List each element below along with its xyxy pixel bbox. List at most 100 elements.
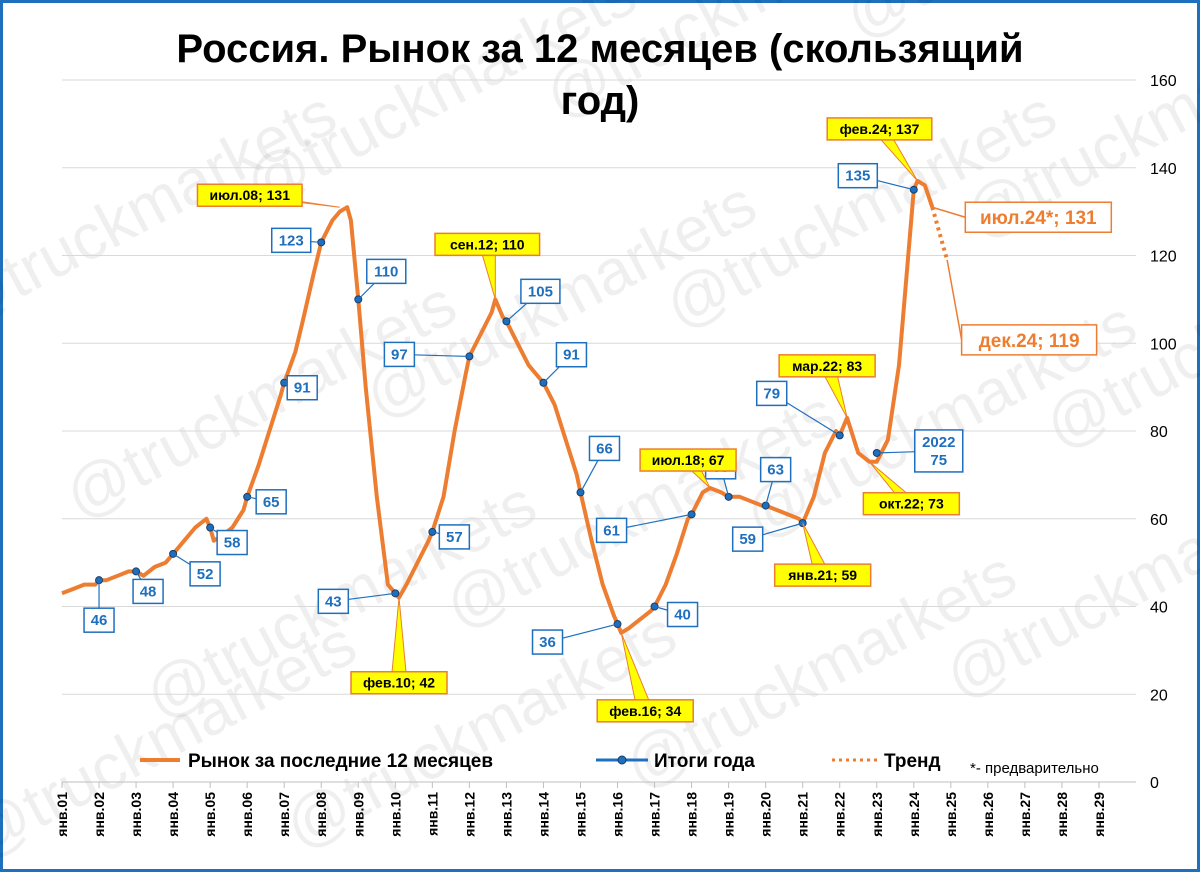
x-tick-label: янв.25 <box>943 792 959 837</box>
blue-label-text: 48 <box>140 583 157 600</box>
title-line: Россия. Рынок за 12 месяцев (скользящий <box>176 27 1023 71</box>
annotation-layer: 4648525865911231104357971059166364061656… <box>83 117 1113 723</box>
blue-label-text: 57 <box>446 529 463 546</box>
blue-label-text: 46 <box>91 612 108 629</box>
y-tick-label: 140 <box>1150 161 1177 178</box>
blue-label-box <box>837 162 879 189</box>
x-tick-label: янв.02 <box>91 792 107 837</box>
blue-label-text: 91 <box>294 380 311 397</box>
blue-label-box <box>383 341 416 368</box>
blue-label-text: 63 <box>767 462 784 479</box>
y-tick-label: 100 <box>1150 336 1177 353</box>
title-line: год) <box>561 79 640 123</box>
yellow-label-box <box>778 354 876 378</box>
blue-label-box <box>286 374 318 401</box>
x-tick-label: янв.28 <box>1054 792 1070 837</box>
blue-label-box <box>83 607 115 633</box>
yellow-label-box <box>826 117 933 141</box>
blue-label-box <box>531 629 564 655</box>
legend: Рынок за последние 12 месяцев Итоги года Т… <box>140 751 1099 777</box>
y-tick-label: 80 <box>1150 424 1168 441</box>
x-tick-label: янв.16 <box>610 792 626 837</box>
blue-label-box <box>366 258 407 285</box>
x-tick-label: янв.19 <box>721 792 737 837</box>
x-tick-label: янв.29 <box>1091 792 1107 837</box>
yellow-label-text: июл.18; 67 <box>652 452 725 468</box>
blue-label-text: 135 <box>845 168 870 185</box>
blue-label-box <box>666 601 699 628</box>
orange-label-box <box>964 201 1113 233</box>
blue-label-text: 65 <box>263 494 280 511</box>
blue-label-text: 79 <box>763 385 780 402</box>
blue-label-text: 75 <box>930 452 947 469</box>
blue-label-box <box>520 278 561 305</box>
x-tick-label: янв.06 <box>239 792 255 837</box>
yellow-label-box <box>434 232 541 257</box>
x-tick-label: янв.21 <box>795 792 811 837</box>
y-tick-label: 160 <box>1150 73 1177 90</box>
yellow-label-text: окт.22; 73 <box>879 496 944 512</box>
blue-label-box <box>755 380 788 407</box>
x-tick-label: янв.04 <box>165 792 181 837</box>
orange-leader <box>946 259 963 341</box>
blue-label-text: 123 <box>279 232 304 249</box>
blue-label-box <box>132 578 164 605</box>
blue-label-text: 43 <box>325 593 342 610</box>
x-axis: янв.01 янв.02 янв.03 янв.04 янв.05 янв.06 янв.… <box>54 782 1107 837</box>
series-line-trend <box>930 206 950 261</box>
y-tick-label: 120 <box>1150 249 1177 266</box>
blue-label-box <box>595 517 628 544</box>
blue-label-box <box>731 526 764 552</box>
blue-label-box <box>759 456 792 483</box>
blue-label-box <box>914 429 964 473</box>
yellow-label-text: июл.08; 131 <box>210 187 291 203</box>
x-tick-label: янв.15 <box>572 792 588 837</box>
blue-label-text: 110 <box>374 263 398 280</box>
yellow-label-box <box>350 670 448 695</box>
watermark-text: @truckmarkets <box>0 76 347 342</box>
x-tick-label: янв.20 <box>758 792 774 837</box>
x-tick-label: янв.17 <box>647 792 663 837</box>
legend-note: *- предварительно <box>970 760 1099 777</box>
x-tick-label: янв.08 <box>313 792 329 837</box>
blue-label-text: 2022 <box>922 434 955 451</box>
yellow-label-box <box>773 563 872 587</box>
x-tick-label: янв.01 <box>54 792 70 837</box>
blue-label-box <box>270 227 312 254</box>
blue-label-text: 66 <box>596 440 613 457</box>
yellow-label-box <box>639 448 737 472</box>
legend-label-trend: Тренд <box>884 751 941 772</box>
x-tick-label: янв.09 <box>350 792 366 837</box>
legend-label-market: Рынок за последние 12 месяцев <box>188 751 493 772</box>
x-tick-label: янв.26 <box>980 792 996 837</box>
blue-label-box <box>555 341 588 368</box>
x-tick-label: янв.12 <box>461 792 477 837</box>
orange-label-text: дек.24; 119 <box>979 331 1080 352</box>
y-axis: 0 20 40 60 80 100 120 140 160 <box>1150 73 1177 792</box>
x-tick-label: янв.23 <box>869 792 885 837</box>
blue-label-text: 97 <box>391 346 408 363</box>
yellow-label-box <box>596 699 694 723</box>
blue-label-box <box>317 588 350 615</box>
blue-label-box <box>588 435 621 462</box>
yellow-label-text: сен.12; 110 <box>450 236 525 252</box>
blue-label-text: 36 <box>539 634 556 651</box>
yellow-label-box <box>196 183 303 207</box>
blue-label-box <box>438 524 471 550</box>
y-tick-label: 20 <box>1150 687 1168 704</box>
orange-leader <box>932 206 966 218</box>
blue-label-text: 105 <box>528 283 553 300</box>
x-tick-label: янв.27 <box>1017 792 1033 837</box>
blue-label-box <box>189 561 221 587</box>
blue-label-box <box>255 489 287 515</box>
blue-label-text: 52 <box>197 566 214 583</box>
x-tick-label: янв.24 <box>906 792 922 837</box>
yellow-label-text: мар.22; 83 <box>792 358 862 374</box>
legend-marker-year <box>617 755 627 765</box>
x-tick-label: янв.22 <box>832 792 848 837</box>
y-tick-label: 60 <box>1150 512 1168 529</box>
x-tick-label: янв.07 <box>276 792 292 837</box>
x-tick-label: янв.18 <box>684 792 700 837</box>
orange-label-box <box>960 324 1098 356</box>
